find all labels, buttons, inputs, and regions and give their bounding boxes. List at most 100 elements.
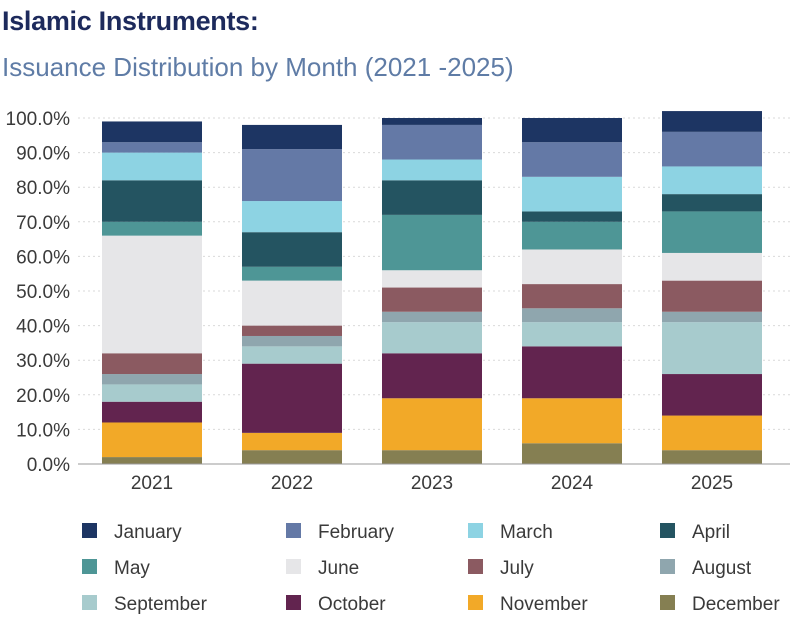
legend-swatch-march <box>468 523 483 538</box>
legend-swatch-july <box>468 559 483 574</box>
legend-label-may: May <box>114 558 150 579</box>
legend-label-june: June <box>318 558 359 579</box>
bar-segment-december-2022 <box>242 450 342 464</box>
bar-segment-march-2025 <box>662 166 762 195</box>
bar-segment-february-2025 <box>662 131 762 167</box>
y-tick-label: 70.0% <box>16 213 70 234</box>
bar-segment-november-2024 <box>522 398 622 444</box>
bar-segment-august-2021 <box>102 374 202 385</box>
bar-segment-july-2025 <box>662 280 762 312</box>
bar-segment-april-2022 <box>242 232 342 267</box>
bar-segment-april-2024 <box>522 211 622 222</box>
legend-swatch-november <box>468 595 483 610</box>
bar-segment-march-2024 <box>522 176 622 212</box>
bar-segment-may-2022 <box>242 266 342 281</box>
chart-title: Islamic Instruments: <box>2 6 259 36</box>
y-tick-label: 30.0% <box>16 351 70 372</box>
bar-segment-july-2024 <box>522 284 622 309</box>
bar-segment-march-2022 <box>242 201 342 233</box>
y-tick-label: 50.0% <box>16 282 70 303</box>
y-tick-label: 10.0% <box>16 420 70 441</box>
bar-segment-october-2024 <box>522 346 622 399</box>
bar-segment-august-2022 <box>242 335 342 347</box>
bar-segment-october-2025 <box>662 374 762 416</box>
bar-segment-september-2023 <box>382 322 482 354</box>
bar-segment-may-2021 <box>102 221 202 236</box>
legend-label-march: March <box>500 522 553 543</box>
legend-label-december: December <box>692 594 780 615</box>
legend-swatch-september <box>82 595 97 610</box>
bar-segment-november-2022 <box>242 432 342 451</box>
bar-segment-january-2023 <box>382 118 482 125</box>
x-tick-label: 2021 <box>131 473 173 494</box>
y-tick-label: 100.0% <box>6 109 71 130</box>
y-tick-label: 40.0% <box>16 317 70 338</box>
bar-segment-march-2023 <box>382 159 482 181</box>
bar-segment-september-2021 <box>102 384 202 402</box>
bar-segment-july-2022 <box>242 325 342 336</box>
bar-segment-september-2025 <box>662 322 762 375</box>
legend-swatch-december <box>660 595 675 610</box>
legend-swatch-january <box>82 523 97 538</box>
bar-segment-february-2024 <box>522 142 622 177</box>
bar-segment-january-2024 <box>522 118 622 143</box>
y-tick-label: 20.0% <box>16 386 70 407</box>
x-tick-label: 2024 <box>551 473 594 494</box>
bar-segment-february-2022 <box>242 149 342 202</box>
bar-segment-february-2021 <box>102 142 202 153</box>
legend-swatch-october <box>286 595 301 610</box>
bar-segment-august-2023 <box>382 311 482 323</box>
legend-swatch-may <box>82 559 97 574</box>
legend-label-february: February <box>318 522 395 543</box>
chart-subtitle: Issuance Distribution by Month (2021 -20… <box>2 52 514 82</box>
bar-segment-october-2021 <box>102 401 202 423</box>
bar-segment-june-2024 <box>522 249 622 285</box>
bar-segment-august-2024 <box>522 308 622 323</box>
bar-segment-january-2025 <box>662 111 762 132</box>
bar-segment-april-2021 <box>102 180 202 222</box>
bar-segment-december-2025 <box>662 450 762 464</box>
legend-label-august: August <box>692 558 752 579</box>
y-tick-label: 60.0% <box>16 247 70 268</box>
bar-segment-april-2023 <box>382 180 482 215</box>
bar-segment-june-2023 <box>382 270 482 288</box>
bar-segment-august-2025 <box>662 311 762 323</box>
legend-swatch-april <box>660 523 675 538</box>
legend-label-september: September <box>114 594 208 615</box>
y-tick-label: 90.0% <box>16 144 70 165</box>
bar-segment-may-2023 <box>382 214 482 271</box>
bar-segment-march-2021 <box>102 152 202 181</box>
legend-label-november: November <box>500 594 588 615</box>
bar-segment-november-2023 <box>382 398 482 451</box>
bar-segment-july-2023 <box>382 287 482 312</box>
bar-segment-december-2024 <box>522 443 622 464</box>
legend-swatch-august <box>660 559 675 574</box>
bar-segment-june-2022 <box>242 280 342 326</box>
bar-segment-november-2021 <box>102 422 202 458</box>
bar-segment-november-2025 <box>662 415 762 451</box>
bar-segment-april-2025 <box>662 194 762 212</box>
x-tick-label: 2023 <box>411 473 453 494</box>
x-tick-label: 2022 <box>271 473 313 494</box>
bar-segment-september-2024 <box>522 322 622 347</box>
bar-segment-december-2023 <box>382 450 482 464</box>
bar-segment-january-2021 <box>102 121 202 143</box>
legend-label-july: July <box>500 558 534 579</box>
legend-swatch-february <box>286 523 301 538</box>
bar-segment-december-2021 <box>102 457 202 464</box>
bar-segment-july-2021 <box>102 353 202 375</box>
y-tick-label: 0.0% <box>27 455 70 476</box>
bar-segment-february-2023 <box>382 124 482 160</box>
x-tick-label: 2025 <box>691 473 733 494</box>
bar-segment-may-2025 <box>662 211 762 253</box>
bar-segment-june-2021 <box>102 235 202 354</box>
bar-segment-may-2024 <box>522 221 622 250</box>
legend-label-april: April <box>692 522 730 543</box>
legend-swatch-june <box>286 559 301 574</box>
bar-segment-october-2022 <box>242 363 342 433</box>
bar-segment-september-2022 <box>242 346 342 364</box>
legend-label-october: October <box>318 594 386 615</box>
bar-segment-june-2025 <box>662 252 762 281</box>
bar-segment-january-2022 <box>242 124 342 150</box>
